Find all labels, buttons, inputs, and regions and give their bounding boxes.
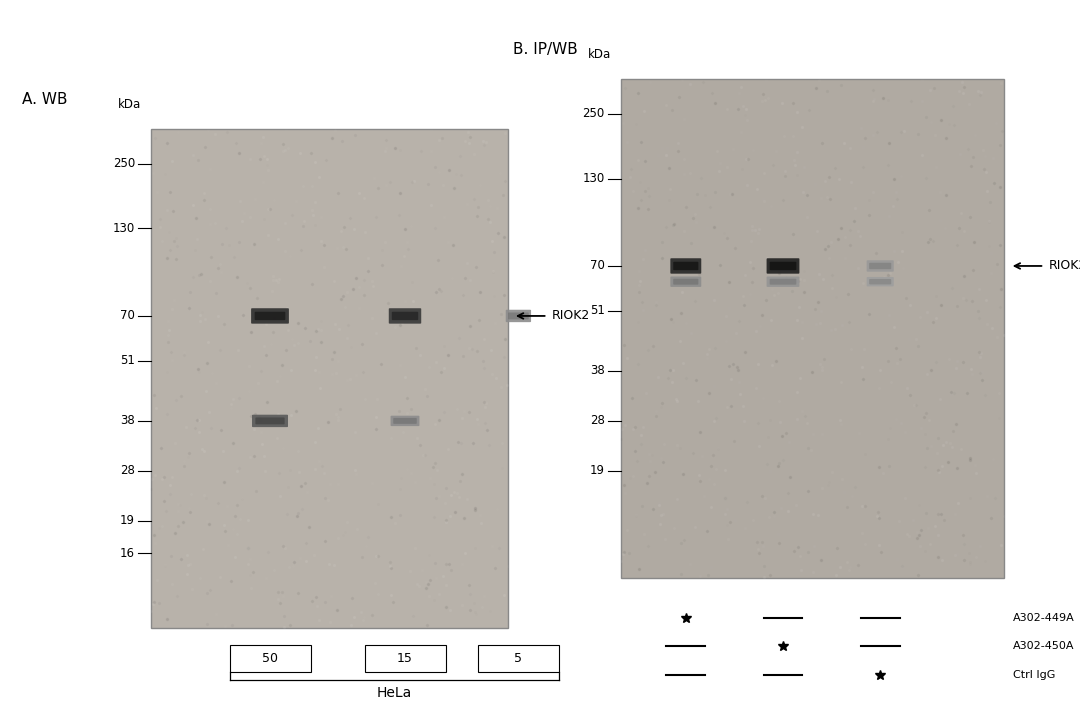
FancyBboxPatch shape bbox=[255, 418, 285, 424]
FancyBboxPatch shape bbox=[673, 262, 699, 270]
Text: 16: 16 bbox=[120, 547, 135, 560]
Text: 130: 130 bbox=[112, 222, 135, 235]
FancyBboxPatch shape bbox=[255, 312, 285, 320]
Text: 250: 250 bbox=[582, 107, 605, 120]
FancyBboxPatch shape bbox=[505, 310, 531, 322]
FancyBboxPatch shape bbox=[866, 277, 894, 286]
Bar bbox=[477, 645, 559, 672]
FancyBboxPatch shape bbox=[389, 308, 421, 323]
Text: 19: 19 bbox=[590, 464, 605, 478]
FancyBboxPatch shape bbox=[671, 258, 701, 273]
Text: kDa: kDa bbox=[588, 48, 611, 61]
Text: A302-449A: A302-449A bbox=[1013, 613, 1075, 623]
Bar bbox=[365, 645, 446, 672]
FancyBboxPatch shape bbox=[869, 263, 891, 269]
FancyBboxPatch shape bbox=[671, 276, 701, 287]
Text: 70: 70 bbox=[120, 309, 135, 323]
Text: RIOK2: RIOK2 bbox=[1049, 259, 1080, 273]
Text: 38: 38 bbox=[590, 364, 605, 378]
FancyBboxPatch shape bbox=[252, 415, 288, 427]
FancyBboxPatch shape bbox=[869, 279, 891, 284]
FancyBboxPatch shape bbox=[391, 416, 419, 426]
FancyBboxPatch shape bbox=[770, 262, 796, 270]
Text: 130: 130 bbox=[582, 172, 605, 185]
FancyBboxPatch shape bbox=[508, 313, 529, 319]
Text: HeLa: HeLa bbox=[377, 686, 411, 700]
FancyBboxPatch shape bbox=[392, 312, 418, 320]
FancyBboxPatch shape bbox=[767, 258, 799, 273]
FancyBboxPatch shape bbox=[770, 278, 796, 285]
Text: 51: 51 bbox=[590, 304, 605, 318]
Text: 51: 51 bbox=[120, 354, 135, 368]
Text: 5: 5 bbox=[514, 652, 523, 665]
FancyBboxPatch shape bbox=[393, 418, 417, 424]
Text: A. WB: A. WB bbox=[22, 92, 67, 107]
Text: Ctrl IgG: Ctrl IgG bbox=[1013, 670, 1055, 680]
Text: 15: 15 bbox=[397, 652, 413, 665]
FancyBboxPatch shape bbox=[251, 308, 289, 323]
Bar bbox=[151, 129, 508, 628]
Text: 19: 19 bbox=[120, 514, 135, 528]
Text: 28: 28 bbox=[590, 414, 605, 428]
Text: 38: 38 bbox=[120, 414, 135, 428]
Text: A302-450A: A302-450A bbox=[1013, 641, 1075, 651]
Bar bbox=[229, 645, 311, 672]
FancyBboxPatch shape bbox=[767, 276, 799, 287]
Bar bbox=[621, 79, 1004, 578]
FancyBboxPatch shape bbox=[673, 278, 699, 285]
Text: RIOK2: RIOK2 bbox=[552, 309, 590, 323]
Text: 250: 250 bbox=[112, 157, 135, 170]
Text: 28: 28 bbox=[120, 464, 135, 478]
Text: 70: 70 bbox=[590, 259, 605, 273]
FancyBboxPatch shape bbox=[866, 261, 894, 272]
Text: B. IP/WB: B. IP/WB bbox=[513, 42, 578, 57]
Text: kDa: kDa bbox=[118, 98, 141, 111]
Text: 50: 50 bbox=[262, 652, 278, 665]
